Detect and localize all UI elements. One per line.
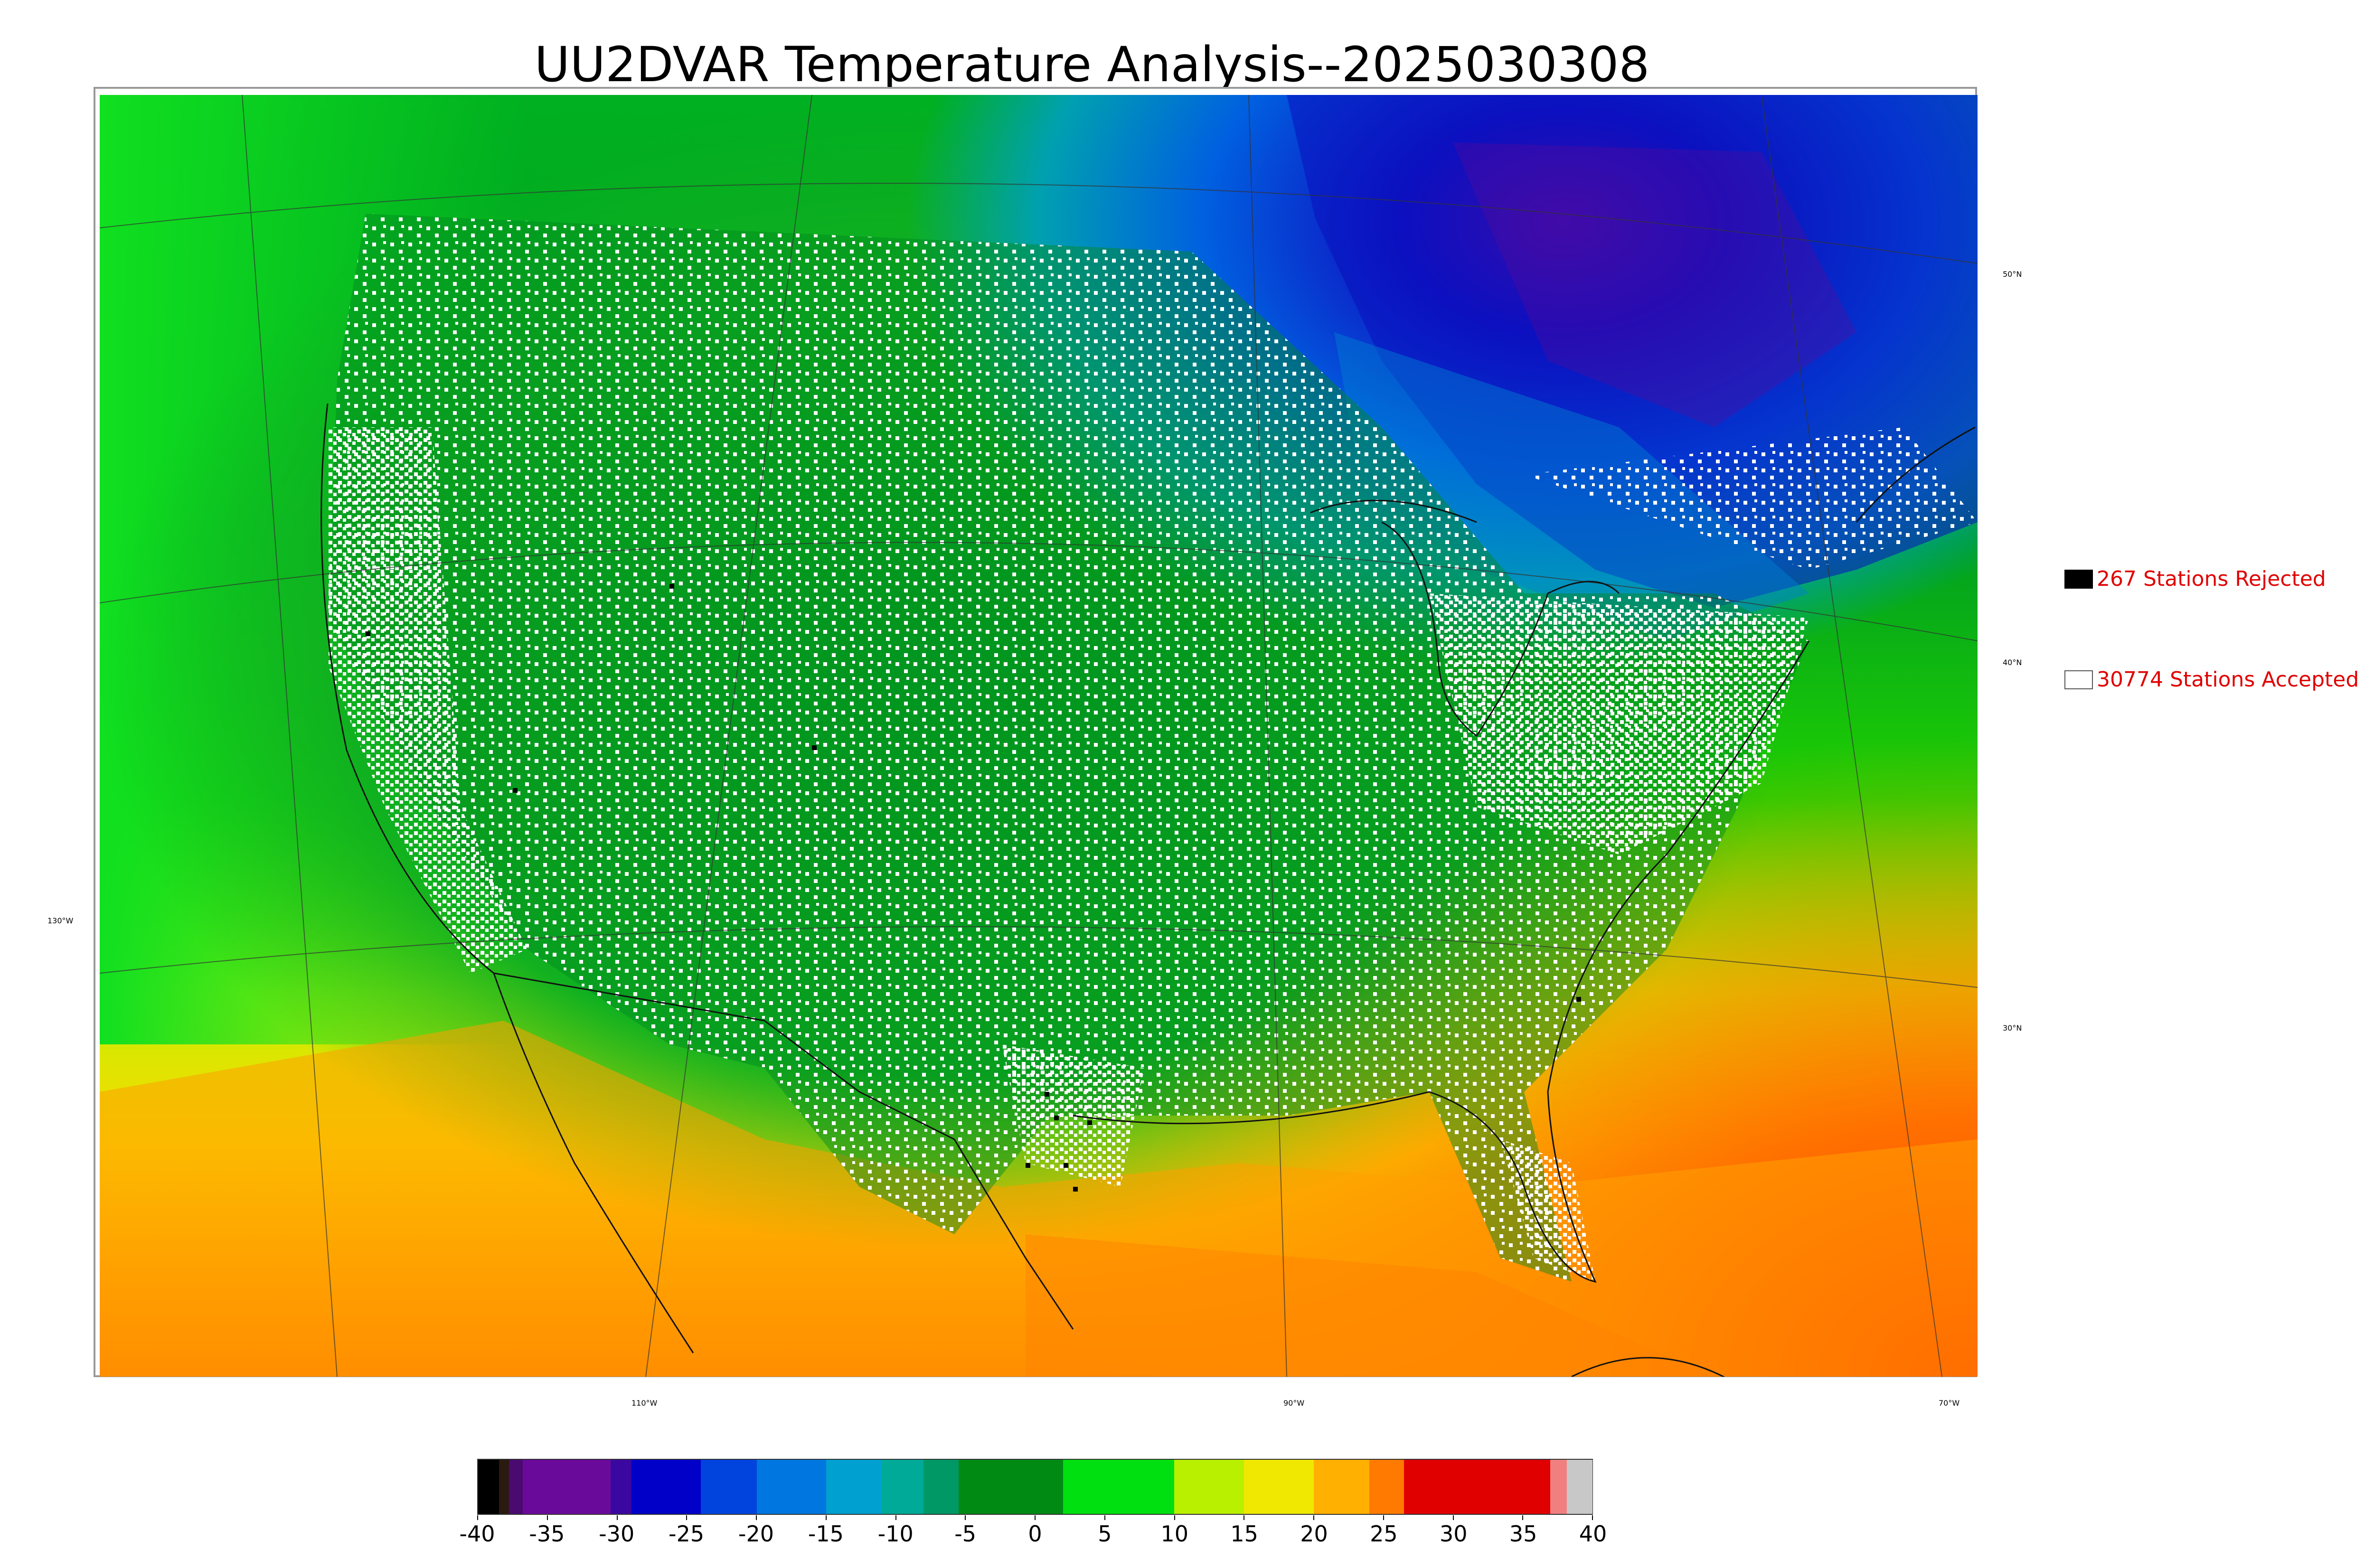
rejected-swatch [2064, 569, 2093, 589]
colorbar-segment [1369, 1460, 1405, 1514]
colorbar-tick-label: 35 [1509, 1521, 1537, 1547]
colorbar-segment [923, 1460, 959, 1514]
colorbar-segment [1174, 1460, 1244, 1514]
temperature-map [100, 95, 1978, 1377]
colorbar-tick-mark [1522, 1515, 1524, 1520]
colorbar-tick-label: -10 [877, 1521, 914, 1547]
colorbar-tick-mark [616, 1515, 618, 1520]
colorbar-segment [499, 1460, 509, 1514]
colorbar-tick-label: -5 [954, 1521, 977, 1547]
colorbar-tick-label: -30 [599, 1521, 635, 1547]
colorbar-tick-mark [1592, 1515, 1593, 1520]
colorbar-segment [1313, 1460, 1370, 1514]
colorbar-tick-label: 30 [1439, 1521, 1468, 1547]
accepted-swatch [2064, 670, 2093, 689]
colorbar-segment [631, 1460, 702, 1514]
colorbar-tick-label: 15 [1230, 1521, 1258, 1547]
lat-label-30n: 30°N [2003, 1023, 2022, 1033]
colorbar-segment [478, 1460, 499, 1514]
lon-label-90w: 90°W [1283, 1399, 1305, 1408]
colorbar-segment [1404, 1460, 1551, 1514]
colorbar-segment [1244, 1460, 1314, 1514]
colorbar-segment [1550, 1460, 1568, 1514]
colorbar-tick-mark [1035, 1515, 1036, 1520]
colorbar-tick-label: -35 [529, 1521, 565, 1547]
legend-accepted: 30774 Stations Accepted [2064, 667, 2359, 692]
colorbar-ticks: -40 -35 -30 -25 -20 -15 -10 -5 0 5 10 15 20 25 30 35 40 [459, 1515, 1607, 1547]
lon-label-130w: 130°W [47, 916, 74, 925]
colorbar-tick-label: 40 [1579, 1521, 1607, 1547]
colorbar-tick-label: -20 [738, 1521, 774, 1547]
colorbar-segment [701, 1460, 757, 1514]
colorbar-segment [958, 1460, 1064, 1514]
colorbar-tick-mark [686, 1515, 688, 1520]
colorbar-tick-mark [825, 1515, 827, 1520]
lat-label-50n: 50°N [2003, 270, 2022, 279]
colorbar-segment [522, 1460, 611, 1514]
colorbar-tick-mark [546, 1515, 548, 1520]
colorbar-tick-label: 5 [1098, 1521, 1112, 1547]
accepted-label: 30774 Stations Accepted [2097, 667, 2359, 692]
colorbar-tick-label: 20 [1300, 1521, 1328, 1547]
colorbar-segment [1063, 1460, 1175, 1514]
colorbar-tick-mark [895, 1515, 896, 1520]
colorbar-segment [756, 1460, 827, 1514]
colorbar-segment [509, 1460, 523, 1514]
colorbar-tick-label: 10 [1160, 1521, 1189, 1547]
colorbar-tick-mark [1104, 1515, 1105, 1520]
colorbar-segment [882, 1460, 924, 1514]
legend-rejected: 267 Stations Rejected [2064, 567, 2326, 591]
colorbar-tick-mark [1313, 1515, 1314, 1520]
lon-label-110w: 110°W [631, 1399, 658, 1408]
colorbar-tick-label: -15 [808, 1521, 844, 1547]
colorbar-segment [826, 1460, 883, 1514]
colorbar-tick-label: 0 [1028, 1521, 1042, 1547]
colorbar [477, 1459, 1593, 1515]
colorbar-tick-mark [477, 1515, 478, 1520]
colorbar-tick-mark [1452, 1515, 1454, 1520]
lon-label-70w: 70°W [1939, 1399, 1960, 1408]
colorbar-tick-label: -40 [459, 1521, 495, 1547]
lat-label-40n: 40°N [2003, 658, 2022, 667]
colorbar-tick-mark [965, 1515, 966, 1520]
colorbar-tick-mark [1383, 1515, 1384, 1520]
colorbar-tick-label: -25 [669, 1521, 705, 1547]
colorbar-tick-label: 25 [1370, 1521, 1398, 1547]
rejected-label: 267 Stations Rejected [2097, 567, 2326, 591]
colorbar-segment [1567, 1460, 1592, 1514]
chart-title: UU2DVAR Temperature Analysis--2025030308 [534, 37, 1650, 93]
colorbar-segment [610, 1460, 632, 1514]
colorbar-tick-mark [756, 1515, 757, 1520]
colorbar-tick-mark [1174, 1515, 1175, 1520]
